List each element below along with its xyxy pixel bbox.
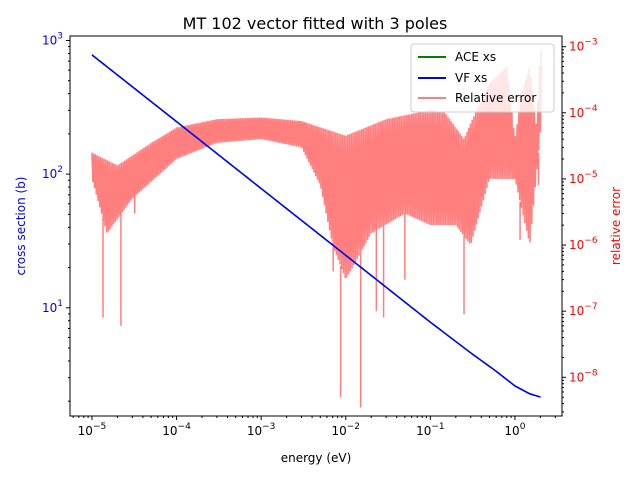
x-tick-label: 100 — [504, 422, 525, 438]
right-y-tick-label-exponent: −4 — [584, 104, 598, 114]
right-y-tick-label-base: 10 — [569, 370, 584, 384]
right-y-tick-label-exponent: −6 — [584, 236, 598, 246]
right-y-tick-label-base: 10 — [569, 106, 584, 120]
x-tick-label: 10−1 — [416, 422, 445, 438]
left-y-tick-label-base: 10 — [42, 301, 57, 315]
right-y-tick-label-base: 10 — [569, 172, 584, 186]
x-tick-label-exponent: −1 — [431, 422, 444, 432]
x-tick-label-exponent: −2 — [347, 422, 360, 432]
x-tick-label-base: 10 — [416, 424, 431, 438]
x-tick-label-exponent: 0 — [520, 422, 526, 432]
left-y-tick-label-base: 10 — [42, 167, 57, 181]
legend-label-relative-error: Relative error — [455, 91, 536, 105]
relative-error-line — [91, 49, 543, 279]
right-y-tick-label-exponent: −7 — [584, 302, 597, 312]
right-y-tick-label: 10−4 — [569, 104, 598, 120]
left-y-tick-label-exponent: 3 — [57, 31, 63, 41]
x-tick-label-exponent: −5 — [93, 422, 106, 432]
x-axis-label: energy (eV) — [281, 451, 352, 465]
x-tick-label-base: 10 — [162, 424, 177, 438]
right-y-tick-label: 10−8 — [569, 368, 598, 384]
left-y-tick-label-base: 10 — [42, 33, 57, 47]
x-tick-label-base: 10 — [504, 424, 519, 438]
left-y-tick-label: 103 — [42, 31, 63, 47]
x-tick-label-exponent: −3 — [262, 422, 275, 432]
left-y-tick-label: 102 — [42, 165, 63, 181]
x-tick-label-base: 10 — [331, 424, 346, 438]
axes-frame — [69, 35, 563, 417]
left-y-tick-label-exponent: 1 — [57, 299, 63, 309]
left-y-axis-label: cross section (b) — [14, 177, 28, 276]
x-tick-label-exponent: −4 — [178, 422, 192, 432]
right-y-tick-label: 10−7 — [569, 302, 598, 318]
right-y-tick-label: 10−5 — [569, 170, 598, 186]
legend-label-ace-xs: ACE xs — [455, 50, 496, 64]
x-tick-label: 10−4 — [162, 422, 191, 438]
right-y-tick-label-exponent: −5 — [584, 170, 597, 180]
right-y-tick-label-base: 10 — [569, 304, 584, 318]
vf-xs-line — [91, 54, 541, 398]
plot-area — [91, 49, 543, 408]
right-y-tick-label-exponent: −3 — [584, 38, 597, 48]
right-y-tick-label-exponent: −8 — [584, 368, 598, 378]
right-y-axis-label: relative error — [609, 187, 623, 265]
relative-error-layer — [91, 49, 543, 408]
x-tick-label: 10−2 — [331, 422, 360, 438]
legend: ACE xs VF xs Relative error — [410, 43, 555, 113]
right-y-axis-ticks: 10−810−710−610−510−410−3 — [562, 38, 598, 413]
right-y-tick-label: 10−6 — [569, 236, 598, 252]
right-y-tick-label-base: 10 — [569, 238, 584, 252]
legend-label-vf-xs: VF xs — [455, 71, 487, 85]
x-axis-ticks: 10−5 10−4 10−3 10−2 10−1 100 — [72, 416, 556, 438]
left-y-tick-label: 101 — [42, 299, 63, 315]
cross-section-layer — [91, 54, 541, 398]
x-tick-label-base: 10 — [78, 424, 93, 438]
right-y-tick-label: 10−3 — [569, 38, 598, 54]
x-tick-label-base: 10 — [247, 424, 262, 438]
chart-title: MT 102 vector fitted with 3 poles — [183, 14, 448, 33]
right-y-tick-label-base: 10 — [569, 40, 584, 54]
x-tick-label: 10−3 — [247, 422, 276, 438]
x-tick-label: 10−5 — [78, 422, 107, 438]
left-y-tick-label-exponent: 2 — [57, 165, 63, 175]
legend-box — [410, 43, 555, 113]
